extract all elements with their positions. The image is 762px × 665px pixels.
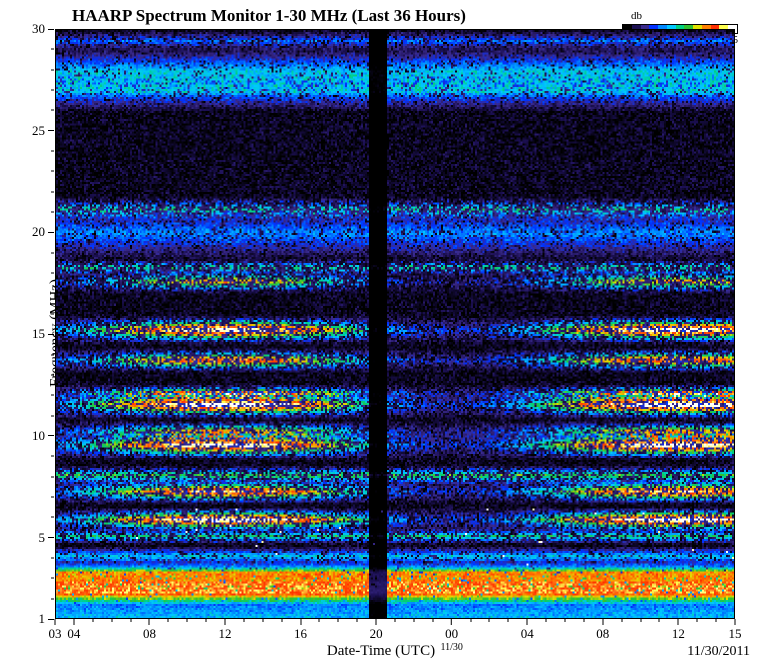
y-axis-ticks: 151015202530 bbox=[0, 29, 54, 619]
spectrogram-chart: HAARP Spectrum Monitor 1-30 MHz (Last 36… bbox=[0, 0, 762, 665]
x-tick-label: 20 bbox=[370, 626, 383, 642]
x-tick-label: 08 bbox=[596, 626, 609, 642]
spectrogram-canvas bbox=[56, 30, 734, 618]
x-tick-label: 04 bbox=[521, 626, 534, 642]
x-axis-label: Date-Time (UTC) bbox=[327, 643, 435, 660]
y-tick-label: 1 bbox=[39, 611, 46, 627]
x-tick-label: 15 bbox=[729, 626, 742, 642]
y-tick-label: 20 bbox=[32, 224, 45, 240]
x-tick-label: 16 bbox=[294, 626, 307, 642]
chart-title: HAARP Spectrum Monitor 1-30 MHz (Last 36… bbox=[72, 6, 466, 26]
y-tick-label: 25 bbox=[32, 123, 45, 139]
y-tick-label: 30 bbox=[32, 21, 45, 37]
colorbar-label: db bbox=[631, 10, 642, 22]
x-tick-label: 03 bbox=[49, 626, 62, 642]
y-tick-label: 15 bbox=[32, 326, 45, 342]
x-tick-label: 08 bbox=[143, 626, 156, 642]
y-tick-label: 5 bbox=[39, 530, 46, 546]
x-tick-label: 00 bbox=[445, 626, 458, 642]
x-tick-label: 04 bbox=[67, 626, 80, 642]
y-tick-label: 10 bbox=[32, 428, 45, 444]
x-tick-label: 12 bbox=[219, 626, 232, 642]
plot-area bbox=[55, 29, 735, 619]
x-tick-sublabel: 11/30 bbox=[440, 642, 462, 653]
date-stamp: 11/30/2011 bbox=[687, 644, 750, 660]
x-tick-label: 12 bbox=[672, 626, 685, 642]
